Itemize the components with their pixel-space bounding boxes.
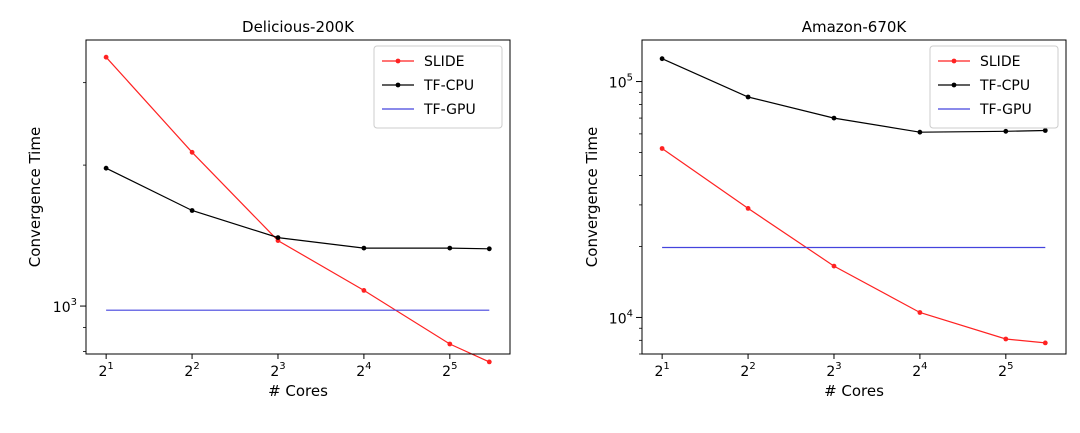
x-tick-label: 23: [270, 361, 285, 380]
data-point-slide: [1042, 340, 1048, 346]
data-point-tf-cpu: [103, 165, 109, 171]
data-point-tf-cpu: [361, 245, 367, 251]
x-tick-label: 21: [98, 361, 113, 380]
x-axis-label: # Cores: [268, 382, 328, 400]
legend: SLIDE TF-CPU TF-GPU: [929, 45, 1059, 129]
x-tick-label: 25: [998, 361, 1013, 380]
x-tick-label: 23: [826, 361, 841, 380]
series-line-slide: [105, 56, 490, 363]
x-tick-label: 24: [912, 361, 927, 380]
legend-box: [929, 45, 1059, 129]
data-point-tf-cpu: [1003, 128, 1009, 134]
legend-marker: [395, 58, 401, 64]
data-point-tf-cpu: [275, 235, 281, 241]
x-tick-label: 24: [356, 361, 371, 380]
data-point-tf-cpu: [447, 245, 453, 251]
data-point-slide: [189, 149, 195, 155]
series-line-tf-cpu: [661, 58, 1046, 133]
legend-marker: [951, 82, 957, 88]
plot-marks: [103, 54, 492, 365]
data-point-slide: [486, 359, 492, 365]
axis-ticks: 21 22 23 24 25 104 105: [609, 73, 1014, 380]
data-point-tf-cpu: [659, 56, 665, 62]
chart-title: Delicious-200K: [242, 18, 355, 36]
x-tick-label: 21: [654, 361, 669, 380]
series-line-slide: [661, 148, 1046, 344]
y-tick-label: 103: [53, 297, 77, 316]
data-point-slide: [745, 206, 751, 211]
x-tick-label: 25: [442, 361, 457, 380]
data-point-slide: [361, 288, 367, 293]
legend-box: [373, 45, 503, 129]
data-point-slide: [447, 341, 453, 347]
legend-label: TF-GPU: [423, 102, 476, 118]
legend-label: TF-CPU: [423, 78, 474, 94]
legend-label: TF-CPU: [979, 78, 1030, 94]
legend-label: TF-GPU: [979, 102, 1032, 118]
chart-title: Amazon-670K: [802, 18, 908, 36]
data-point-tf-cpu: [831, 115, 837, 121]
series-line-tf-cpu: [105, 167, 490, 250]
y-tick-label: 104: [609, 308, 633, 327]
data-point-slide: [917, 310, 923, 315]
data-point-slide: [831, 263, 837, 269]
x-axis-label: # Cores: [824, 382, 884, 400]
data-point-tf-cpu: [1042, 128, 1048, 133]
x-tick-label: 22: [740, 361, 755, 380]
data-point-tf-cpu: [189, 208, 195, 213]
data-point-tf-cpu: [745, 94, 751, 100]
y-axis-label: Convergence Time: [583, 127, 601, 267]
plot-frame: [641, 39, 1067, 355]
y-axis-label: Convergence Time: [26, 127, 44, 267]
data-point-slide: [103, 54, 109, 60]
legend: SLIDE TF-CPU TF-GPU: [373, 45, 503, 129]
legend-marker: [951, 58, 957, 64]
data-point-slide: [659, 146, 665, 151]
x-tick-label: 22: [184, 361, 199, 380]
plot-frame: [85, 39, 511, 355]
data-point-slide: [1003, 336, 1009, 342]
legend-label: SLIDE: [980, 54, 1020, 70]
legend-label: SLIDE: [424, 54, 464, 70]
y-tick-label: 105: [609, 73, 633, 92]
data-point-tf-cpu: [486, 246, 492, 252]
chart-delicious-200k: Delicious-200K # Cores Convergence Time …: [26, 18, 511, 400]
plot-marks: [659, 56, 1048, 346]
chart-amazon-670k: Amazon-670K # Cores Convergence Time 21 2…: [583, 18, 1067, 400]
legend-marker: [395, 82, 401, 88]
data-point-tf-cpu: [917, 129, 923, 135]
axis-ticks: 21 22 23 24 25 103: [53, 82, 457, 380]
